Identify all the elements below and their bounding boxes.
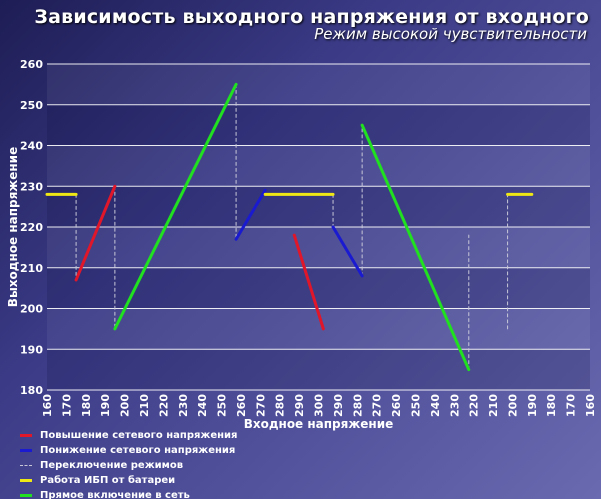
y-tick-label: 250	[20, 99, 43, 112]
x-tick-label: 290	[332, 394, 345, 417]
plot-band	[47, 267, 590, 309]
y-tick-label: 240	[20, 140, 43, 153]
x-tick-label: 170	[60, 394, 73, 417]
x-tick-label: 170	[565, 394, 578, 417]
legend-label: Прямое включение в сеть	[40, 490, 190, 499]
x-tick-label: 290	[293, 394, 306, 417]
x-tick-label: 250	[216, 394, 229, 417]
x-tick-label: 280	[351, 394, 364, 417]
x-axis-title: Входное напряжение	[244, 417, 394, 431]
legend: Повышение сетевого напряжения Понижение с…	[20, 429, 237, 499]
y-tick-label: 190	[20, 343, 43, 356]
plot-band	[47, 227, 590, 268]
series-segment-direct	[113, 82, 238, 331]
x-tick-label: 270	[371, 394, 384, 417]
x-tick-label: 280	[274, 394, 287, 417]
y-tick-label: 260	[20, 58, 43, 71]
legend-item: Повышение сетевого напряжения	[20, 429, 237, 442]
y-tick-label: 220	[20, 221, 43, 234]
x-tick-label: 230	[448, 394, 461, 417]
legend-swatch	[20, 494, 32, 497]
series-segment-raise	[74, 184, 117, 282]
x-tick-label: 260	[235, 394, 248, 417]
x-tick-label: 260	[390, 394, 403, 417]
x-tick-label: 160	[41, 394, 54, 417]
plot-band	[47, 186, 590, 227]
x-tick-label: 190	[99, 394, 112, 417]
x-tick-label: 160	[584, 394, 597, 417]
legend-label: Понижение сетевого напряжения	[40, 445, 236, 456]
chart-title: Зависимость выходного напряжения от вход…	[34, 6, 589, 28]
legend-item: Работа ИБП от батареи	[20, 474, 237, 487]
x-tick-label: 250	[409, 394, 422, 417]
plot-band	[47, 64, 590, 105]
legend-label: Работа ИБП от батареи	[40, 475, 176, 486]
series-segment-direct	[360, 123, 471, 372]
x-tick-label: 240	[196, 394, 209, 417]
x-tick-label: 190	[526, 394, 539, 417]
legend-swatch	[20, 449, 32, 452]
x-tick-label: 210	[487, 394, 500, 417]
x-tick-label: 220	[468, 394, 481, 417]
plot-band	[47, 145, 590, 187]
y-tick-label: 200	[20, 303, 43, 316]
legend-label: Повышение сетевого напряжения	[40, 430, 238, 441]
series-segment-lower	[331, 225, 364, 278]
x-tick-label: 220	[157, 394, 170, 417]
y-tick-label: 210	[20, 262, 43, 275]
series-segment-raise	[292, 233, 325, 331]
plot-band	[47, 349, 590, 390]
chart-subtitle: Режим высокой чувствительности	[314, 25, 587, 43]
x-tick-label: 180	[80, 394, 93, 417]
x-tick-label: 180	[545, 394, 558, 417]
legend-item: Понижение сетевого напряжения	[20, 444, 237, 457]
legend-item: Прямое включение в сеть	[20, 489, 237, 499]
x-tick-label: 200	[119, 394, 132, 417]
y-tick-label: 230	[20, 180, 43, 193]
x-tick-label: 200	[506, 394, 519, 417]
series-segment-lower	[234, 188, 267, 241]
legend-swatch	[20, 434, 32, 437]
plot-band	[47, 104, 590, 146]
x-tick-label: 230	[177, 394, 190, 417]
x-tick-label: 270	[254, 394, 267, 417]
legend-label: Переключение режимов	[40, 460, 184, 471]
legend-swatch	[20, 465, 32, 466]
x-tick-label: 300	[313, 394, 326, 417]
legend-swatch	[20, 479, 32, 482]
y-tick-label: 180	[20, 384, 43, 397]
x-tick-label: 240	[429, 394, 442, 417]
x-tick-label: 210	[138, 394, 151, 417]
legend-item: Переключение режимов	[20, 459, 237, 472]
y-axis-title: Выходное напряжение	[6, 147, 20, 307]
